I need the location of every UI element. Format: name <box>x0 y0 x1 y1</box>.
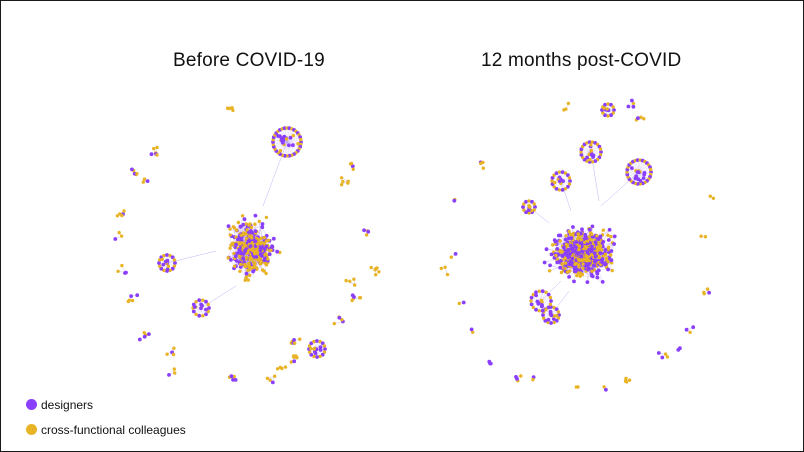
legend: designers cross-functional colleagues <box>26 397 186 447</box>
panel-title-after: 12 months post-COVID <box>481 50 682 71</box>
legend-swatch-colleagues <box>26 424 37 435</box>
legend-item-designers: designers <box>26 397 186 412</box>
panel-title-before: Before COVID-19 <box>173 50 325 71</box>
legend-item-colleagues: cross-functional colleagues <box>26 422 186 437</box>
legend-swatch-designers <box>26 399 37 410</box>
legend-label-colleagues: cross-functional colleagues <box>41 422 186 437</box>
network-after <box>439 98 716 392</box>
network-before <box>113 106 381 385</box>
legend-label-designers: designers <box>41 397 94 412</box>
